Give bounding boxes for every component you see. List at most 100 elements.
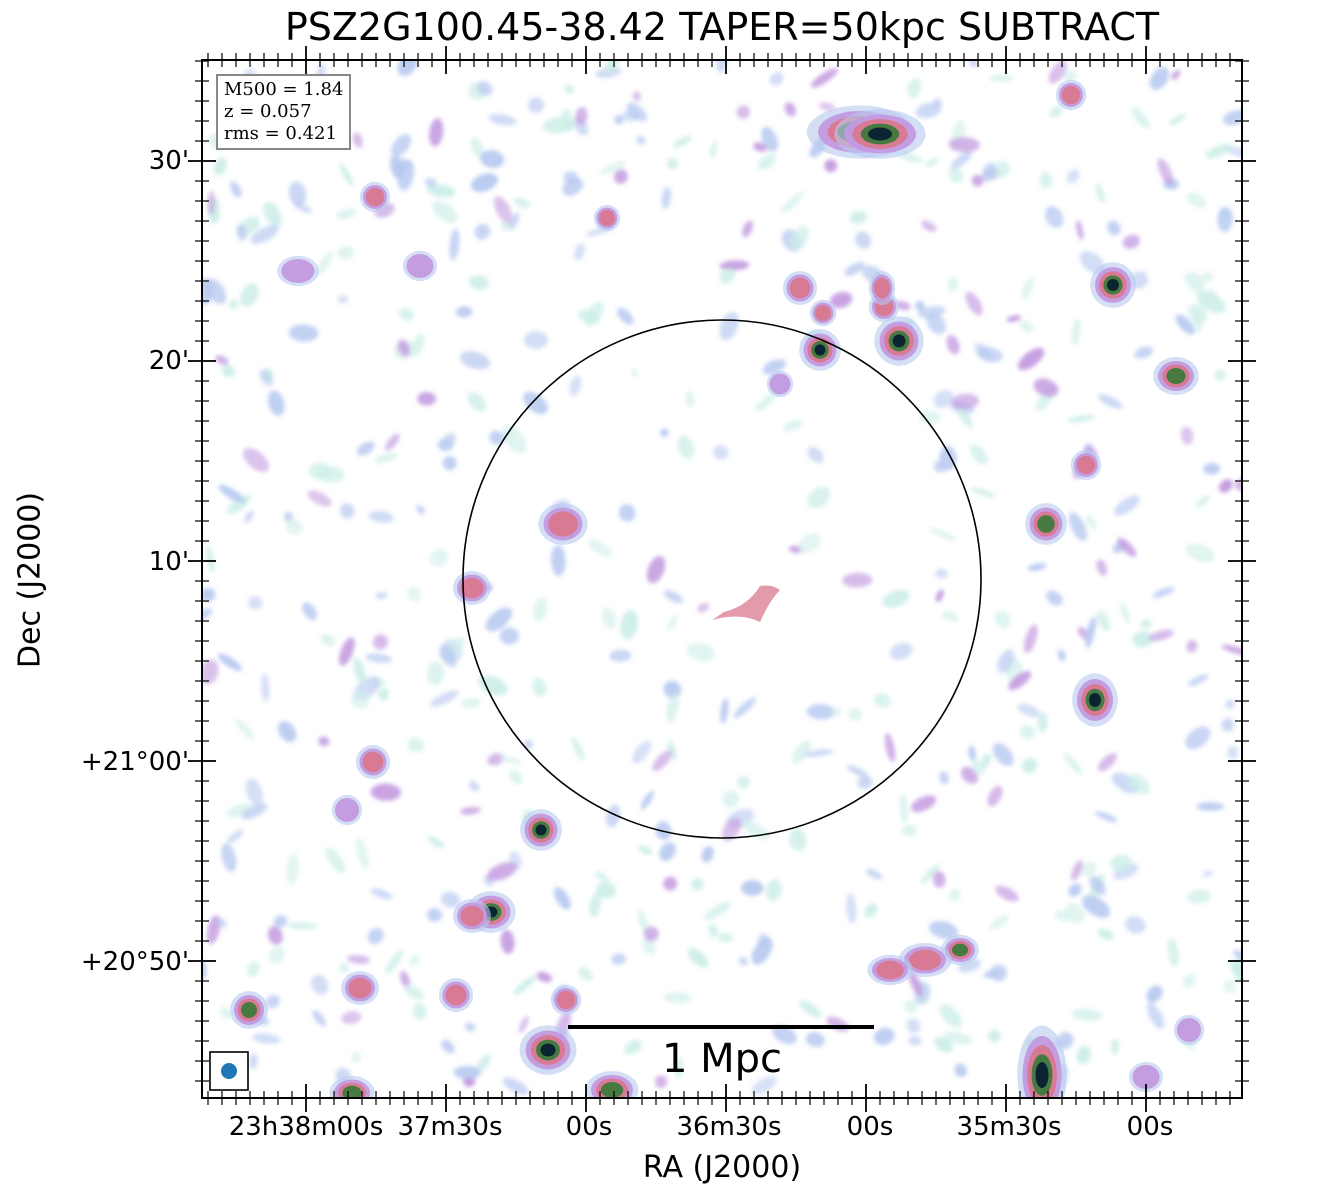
- noise-blob: [325, 847, 346, 874]
- noise-blob: [500, 929, 515, 955]
- noise-blob: [595, 67, 622, 79]
- x-tick-label: 23h38m00s: [228, 1112, 384, 1142]
- source-contour: [876, 960, 904, 980]
- noise-blob: [1146, 1002, 1165, 1030]
- noise-blob: [1097, 394, 1123, 409]
- noise-blob: [792, 740, 812, 764]
- noise-blob: [719, 268, 735, 285]
- noise-blob: [941, 610, 959, 622]
- noise-blob: [215, 355, 229, 366]
- noise-blob: [784, 102, 797, 117]
- noise-blob: [477, 81, 493, 96]
- y-tick-label: 30': [148, 146, 189, 176]
- noise-blob: [824, 159, 838, 173]
- noise-blob: [712, 445, 729, 460]
- source-contour: [1076, 455, 1096, 475]
- noise-blob: [217, 653, 242, 672]
- y-tick-label: +20°50': [80, 947, 189, 977]
- noise-blob: [1146, 985, 1163, 1003]
- noise-blob: [513, 975, 537, 995]
- source-contour: [362, 751, 384, 773]
- noise-blob: [1223, 145, 1242, 159]
- noise-blob: [1184, 271, 1205, 292]
- noise-blob: [919, 410, 941, 424]
- noise-blob: [915, 300, 925, 311]
- radio-source: [593, 204, 621, 232]
- noise-blob: [488, 113, 517, 126]
- noise-blob: [594, 871, 609, 882]
- noise-blob: [948, 889, 961, 902]
- noise-blob: [687, 948, 709, 968]
- noise-blob: [1167, 938, 1179, 967]
- y-tick-label: +21°00': [80, 747, 189, 777]
- noise-blob: [742, 220, 753, 238]
- noise-blob: [1140, 619, 1152, 629]
- noise-blob: [663, 992, 692, 1004]
- noise-blob: [1185, 543, 1215, 563]
- noise-blob: [226, 804, 252, 818]
- noise-blob: [397, 60, 418, 77]
- source-contour: [815, 305, 831, 321]
- source-contour: [789, 277, 811, 299]
- radio-source: [1072, 673, 1118, 727]
- radio-source: [585, 1071, 639, 1098]
- radio-source: [453, 898, 491, 934]
- noise-blob: [1006, 315, 1022, 323]
- noise-blob: [273, 915, 288, 928]
- noise-blob: [1049, 105, 1063, 118]
- noise-blob: [412, 333, 425, 356]
- noise-blob: [637, 845, 653, 855]
- noise-blob: [788, 545, 802, 554]
- radio-source: [538, 503, 588, 545]
- source-contour: [281, 259, 315, 283]
- noise-blob: [318, 736, 330, 747]
- noise-blob: [339, 163, 354, 187]
- noise-blob: [398, 308, 414, 321]
- source-contour: [769, 373, 791, 395]
- noise-blob: [1095, 183, 1105, 203]
- noise-blob: [904, 999, 919, 1014]
- source-contour: [874, 277, 890, 299]
- noise-blob: [617, 307, 634, 325]
- noise-blob: [667, 614, 678, 631]
- noise-blob: [915, 102, 942, 119]
- noise-blob: [1082, 895, 1111, 918]
- noise-blob: [470, 137, 484, 158]
- noise-blob: [924, 157, 940, 168]
- noise-blob: [365, 653, 393, 663]
- noise-blob: [288, 324, 319, 342]
- noise-blob: [719, 311, 739, 341]
- noise-blob: [906, 1018, 921, 1034]
- source-contour: [1166, 368, 1186, 384]
- noise-blob: [857, 775, 873, 789]
- noise-blob: [509, 769, 523, 785]
- noise-blob: [439, 644, 457, 668]
- noise-blob: [721, 817, 742, 842]
- noise-blob: [704, 901, 731, 921]
- noise-blob: [269, 946, 285, 964]
- noise-blob: [553, 886, 571, 910]
- noise-blob: [464, 1022, 476, 1032]
- radio-source: [520, 809, 562, 851]
- radio-source: [331, 794, 363, 826]
- noise-blob: [460, 698, 481, 708]
- y-tick-label: 20': [148, 346, 189, 376]
- noise-blob: [1120, 602, 1130, 624]
- source-contour: [1037, 515, 1055, 533]
- noise-blob: [1113, 863, 1139, 880]
- noise-blob: [654, 1075, 668, 1089]
- noise-blob: [974, 342, 993, 360]
- source-contour: [814, 344, 826, 356]
- x-tick-label: 00s: [565, 1112, 613, 1142]
- noise-blob: [1217, 206, 1233, 233]
- noise-blob: [614, 169, 628, 184]
- noise-blob: [987, 785, 1003, 807]
- radio-source: [341, 970, 379, 1006]
- noise-blob: [1175, 314, 1195, 335]
- noise-blob: [227, 829, 244, 844]
- noise-blob: [947, 276, 959, 292]
- noise-blob: [575, 107, 588, 125]
- radio-source: [874, 316, 924, 366]
- noise-blob: [408, 954, 420, 966]
- noise-blob: [1018, 320, 1034, 333]
